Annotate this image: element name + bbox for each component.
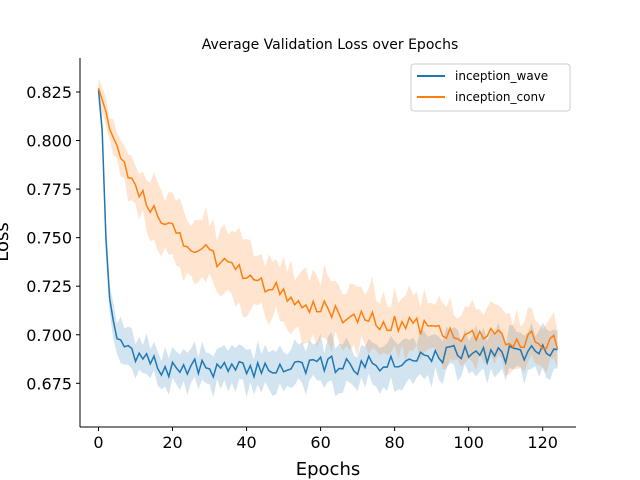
x-tick-label: 100 bbox=[453, 433, 484, 452]
series-band-inception_conv bbox=[98, 78, 558, 376]
y-ticks: 0.675 0.700 0.725 0.750 0.775 0.800 0.825 bbox=[26, 83, 80, 393]
series-band-inception_wave bbox=[98, 83, 558, 398]
series-line-inception_wave bbox=[97, 89, 558, 380]
axes bbox=[79, 58, 576, 428]
x-tick-label: 40 bbox=[236, 433, 256, 452]
legend-frame bbox=[410, 63, 571, 112]
legend-label-inception-wave: inception_wave bbox=[455, 69, 548, 83]
x-tick-label: 0 bbox=[93, 433, 103, 452]
y-tick-label: 0.700 bbox=[26, 326, 72, 345]
series-lines bbox=[97, 87, 559, 380]
x-tick-label: 20 bbox=[162, 433, 182, 452]
series-line-inception_conv bbox=[97, 87, 559, 350]
y-tick-label: 0.775 bbox=[26, 180, 72, 199]
y-axis-label: Loss bbox=[0, 222, 13, 261]
y-tick-label: 0.675 bbox=[26, 374, 72, 393]
y-tick-label: 0.750 bbox=[26, 229, 72, 248]
confidence-bands bbox=[98, 78, 558, 398]
x-axis-label: Epochs bbox=[296, 459, 361, 480]
chart-title: Average Validation Loss over Epochs bbox=[202, 37, 459, 53]
x-tick-label: 120 bbox=[527, 433, 558, 452]
x-tick-label: 80 bbox=[384, 433, 404, 452]
y-tick-label: 0.825 bbox=[26, 83, 72, 102]
legend: inception_wave inception_conv bbox=[410, 63, 571, 112]
x-ticks: 0 20 40 60 80 100 120 bbox=[93, 427, 558, 452]
y-tick-label: 0.725 bbox=[26, 277, 72, 296]
y-tick-label: 0.800 bbox=[26, 132, 72, 151]
x-tick-label: 60 bbox=[310, 433, 330, 452]
legend-label-inception-conv: inception_conv bbox=[455, 90, 545, 104]
